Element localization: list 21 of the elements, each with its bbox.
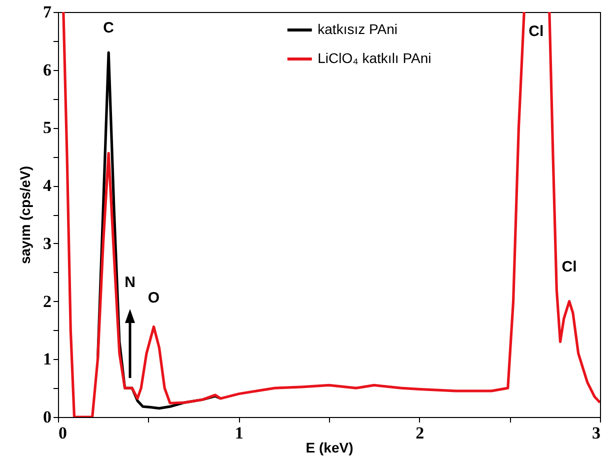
annotation: N <box>124 274 136 291</box>
annotation: Cl <box>528 23 544 40</box>
x-axis-title: E (keV) <box>306 440 354 456</box>
annotation: Cl <box>562 258 577 276</box>
x-tick-label: 0 <box>58 424 67 442</box>
y-tick-label: 3 <box>43 234 52 253</box>
annotation: O <box>148 290 160 307</box>
y-tick-label: 6 <box>43 60 52 80</box>
y-tick-label: 7 <box>43 2 52 22</box>
x-tick-label: 3 <box>592 424 600 442</box>
x-tick-label: 1 <box>234 424 244 442</box>
y-axis-title: sayım (cps/eV) <box>17 166 33 264</box>
y-tick-label: 0 <box>43 408 52 426</box>
y-tick-label: 5 <box>43 118 52 138</box>
y-tick-label: 4 <box>43 176 52 196</box>
legend-label: katkısız PAni <box>318 21 398 37</box>
x-tick-label: 2 <box>416 424 424 442</box>
y-tick-label: 2 <box>43 292 52 311</box>
annotation: C <box>103 20 114 36</box>
y-tick-label: 1 <box>43 350 52 369</box>
legend-label: LiClO₄ katkılı PAni <box>318 50 432 66</box>
